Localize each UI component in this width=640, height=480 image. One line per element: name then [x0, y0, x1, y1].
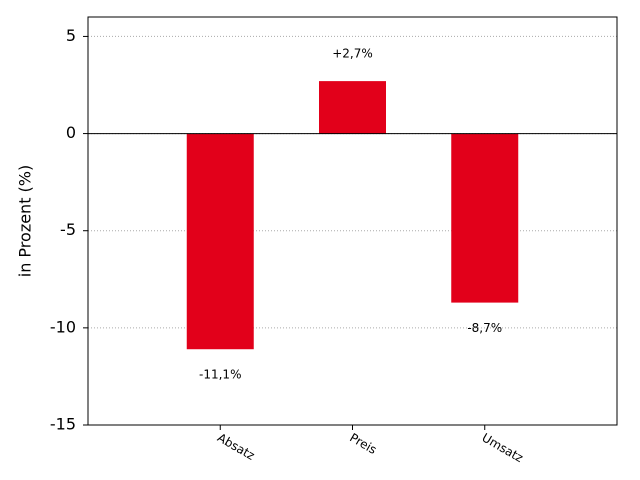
bar — [186, 133, 254, 350]
y-tick-label: 0 — [66, 123, 76, 142]
bar — [319, 81, 386, 134]
value-label: -11,1% — [199, 368, 241, 382]
y-tick-label: -10 — [50, 317, 76, 336]
x-tick-label: Umsatz — [480, 431, 526, 466]
value-label: +2,7% — [332, 47, 373, 61]
y-axis-label: in Prozent (%) — [16, 165, 35, 277]
bar — [451, 133, 519, 303]
y-tick-label: 5 — [66, 26, 76, 45]
y-tick-label: -15 — [50, 415, 76, 434]
plot-frame — [87, 16, 618, 426]
y-tick-label: -5 — [60, 220, 76, 239]
value-label: -8,7% — [467, 321, 502, 335]
x-tick-label: Absatz — [215, 431, 257, 463]
x-tick-label: Preis — [347, 431, 379, 457]
